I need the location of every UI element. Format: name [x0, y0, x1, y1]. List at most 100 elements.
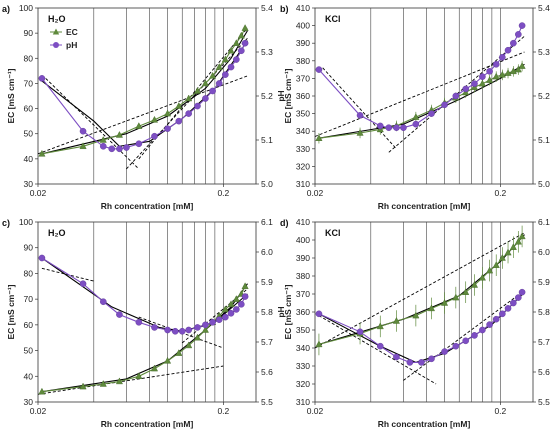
y2-tick-label: 5.6: [538, 367, 550, 377]
ph-point: [238, 300, 245, 308]
ec-point: [193, 87, 202, 94]
y2-tick-label: 5.3: [261, 47, 273, 57]
y-tick-label: 70: [24, 78, 34, 88]
ph-point: [486, 68, 493, 75]
y-tick-label: 30: [24, 397, 34, 407]
panel-label: b): [280, 4, 289, 14]
y-axis-label: EC [mS cm⁻¹]: [283, 284, 293, 339]
ec-point: [498, 254, 506, 261]
y-tick-label: 350: [296, 109, 310, 119]
y2-tick-label: 5.0: [261, 179, 273, 189]
ec-point: [227, 300, 235, 307]
y-tick-label: 310: [296, 397, 310, 407]
ph-point: [175, 117, 183, 125]
ph-point: [504, 305, 512, 312]
ec-series: [38, 24, 249, 157]
ec-point: [135, 122, 143, 129]
y-tick-label: 350: [296, 325, 310, 335]
y-tick-label: 360: [296, 307, 310, 317]
y-tick-label: 370: [296, 289, 310, 299]
ph-point: [227, 309, 235, 317]
ph-point: [510, 299, 517, 307]
ph-point: [178, 327, 186, 335]
ph-point: [222, 71, 229, 78]
ec-point: [175, 349, 183, 356]
y-tick-label: 30: [24, 179, 34, 189]
ph-point: [135, 318, 143, 326]
ec-point: [470, 281, 479, 288]
ec-point: [150, 115, 159, 123]
dashed-fit-line: [138, 27, 248, 160]
y2-tick-label: 5.4: [538, 3, 550, 13]
ec-point: [201, 326, 209, 333]
ph-point: [418, 359, 425, 366]
y-tick-label: 40: [24, 371, 34, 381]
ph-point: [315, 66, 323, 73]
ph-point: [202, 95, 209, 102]
ph-point: [79, 280, 87, 288]
ph-point: [123, 144, 130, 151]
ph-point: [393, 353, 400, 361]
solvent-label: KCl: [325, 228, 341, 238]
ec-point: [478, 79, 486, 87]
y-tick-label: 50: [24, 346, 34, 356]
ph-point: [441, 348, 448, 355]
ph-point: [393, 124, 400, 131]
ec-point: [175, 102, 183, 109]
ec-point: [412, 311, 420, 319]
x-tick-label: 0.02: [30, 188, 47, 198]
y-tick-label: 80: [24, 53, 34, 63]
ec-point: [215, 63, 223, 70]
y2-tick-label: 5.2: [538, 91, 550, 101]
y2-tick-label: 5.8: [538, 307, 550, 317]
ph-point: [233, 56, 240, 63]
ph-point: [209, 87, 216, 95]
ph-point: [428, 110, 435, 117]
y-tick-label: 90: [24, 243, 34, 253]
ph-point: [215, 80, 223, 87]
ph-point: [518, 22, 526, 29]
ph-series: [315, 22, 526, 131]
ec-point: [150, 364, 159, 372]
y-tick-label: 380: [296, 271, 310, 281]
y2-tick-label: 5.1: [261, 135, 273, 145]
ph-point: [151, 132, 158, 140]
ph-point: [38, 75, 46, 82]
y-tick-label: 100: [19, 3, 33, 13]
ph-point: [462, 85, 469, 93]
ph-point: [510, 39, 517, 47]
ec-point: [376, 322, 384, 330]
y2-tick-label: 5.4: [261, 3, 273, 13]
ph-point: [222, 313, 229, 321]
ph-point: [241, 293, 249, 300]
ec-point: [392, 317, 400, 324]
y-tick-label: 60: [24, 104, 34, 114]
y2-tick-label: 5.8: [261, 307, 273, 317]
ec-point: [227, 46, 235, 54]
ph-point: [215, 316, 223, 324]
ec-point: [237, 31, 245, 39]
y2-tick-label: 5.5: [538, 397, 550, 407]
legend-label: pH: [66, 40, 77, 50]
ec-point: [504, 69, 512, 76]
ec-point: [462, 288, 470, 295]
ec-point: [492, 261, 500, 268]
y-tick-label: 340: [296, 343, 310, 353]
ph-point: [376, 122, 384, 130]
ec-point: [185, 341, 193, 349]
ph-point: [116, 145, 123, 153]
ph-point: [518, 288, 526, 296]
y-tick-label: 100: [19, 217, 33, 227]
y2-tick-label: 5.1: [538, 135, 550, 145]
ph-point: [108, 145, 116, 153]
y2-tick-label: 6.0: [261, 247, 273, 257]
y-tick-label: 40: [24, 154, 34, 164]
ph-point: [135, 140, 143, 148]
ph-series: [38, 254, 249, 335]
legend-circle-marker: [53, 42, 59, 48]
ph-point: [38, 254, 46, 262]
y-axis-label: EC [mS cm⁻¹]: [6, 68, 16, 123]
y-tick-label: 390: [296, 253, 310, 263]
ec-point: [452, 293, 460, 301]
ph-point: [376, 342, 384, 350]
